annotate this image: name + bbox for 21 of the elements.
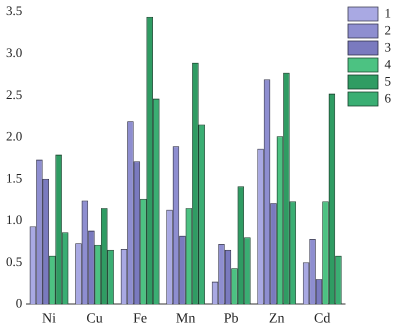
legend-label: 5 (384, 73, 391, 88)
x-tick-label: Cd (314, 311, 330, 326)
y-tick-label: 2.5 (6, 86, 22, 102)
y-tick-label: 2.0 (6, 128, 22, 144)
x-tick-label: Mn (176, 311, 196, 326)
x-tick-label: Fe (133, 311, 148, 326)
y-tick-label: 3.5 (6, 3, 22, 18)
x-tick-label: Cu (86, 311, 103, 326)
y-tick-label: 1.0 (6, 212, 22, 228)
x-tick-label: Zn (268, 311, 284, 326)
legend-label: 1 (384, 5, 391, 20)
y-tick-label: 3.0 (6, 44, 22, 60)
y-tick-label: 1.5 (6, 170, 22, 186)
legend-label: 2 (384, 22, 391, 38)
legend-label: 4 (384, 56, 392, 72)
y-tick-label: 0.5 (6, 254, 22, 269)
x-tick-label: Ni (42, 311, 56, 326)
x-tick-label: Pb (224, 311, 239, 326)
y-tick-label: 0 (16, 296, 22, 311)
legend-label: 3 (384, 39, 391, 54)
legend-label: 6 (384, 90, 392, 106)
